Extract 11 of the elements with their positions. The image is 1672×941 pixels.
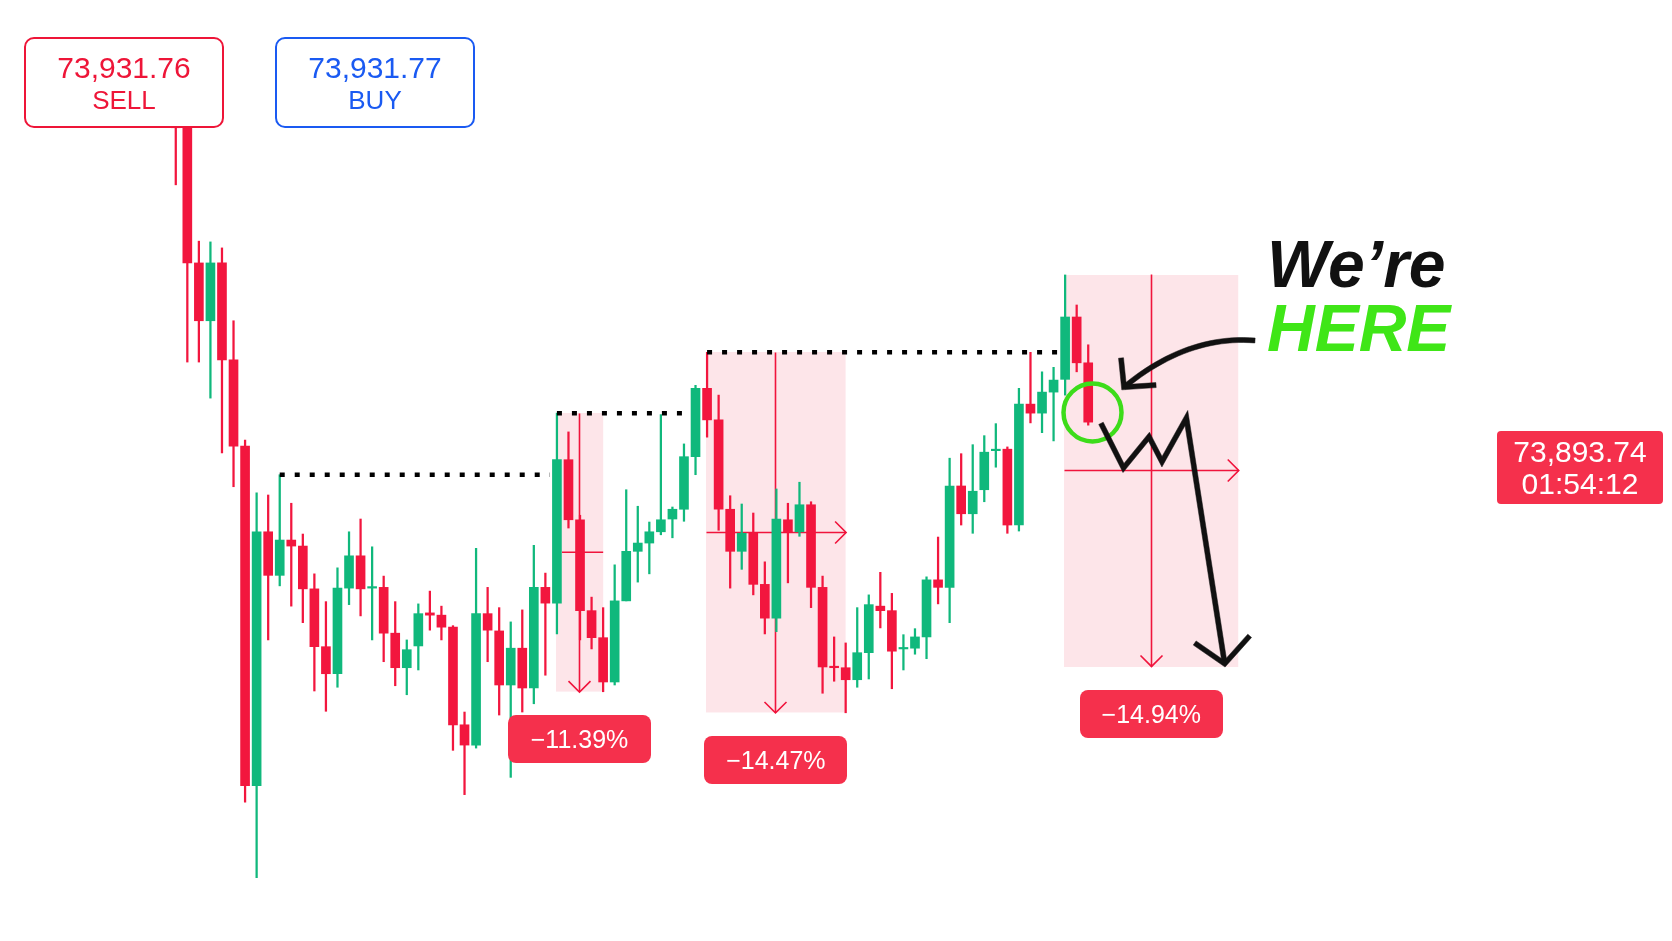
annotation: −11.39% (530, 723, 629, 754)
price-badge: 73,893.74 01:54:12 (1497, 431, 1663, 504)
candlestick (540, 572, 551, 676)
sell-button: 73,931.76 SELL (24, 37, 224, 128)
annotation: −14.47% (726, 744, 826, 775)
percent-badge: −11.39% (508, 714, 651, 763)
buy-button: 73,931.77 BUY (275, 37, 475, 128)
candlestick (459, 711, 470, 795)
candlestick (482, 587, 493, 663)
percent-badge: −14.47% (704, 735, 848, 784)
percent-badge: −14.94% (1079, 689, 1223, 738)
